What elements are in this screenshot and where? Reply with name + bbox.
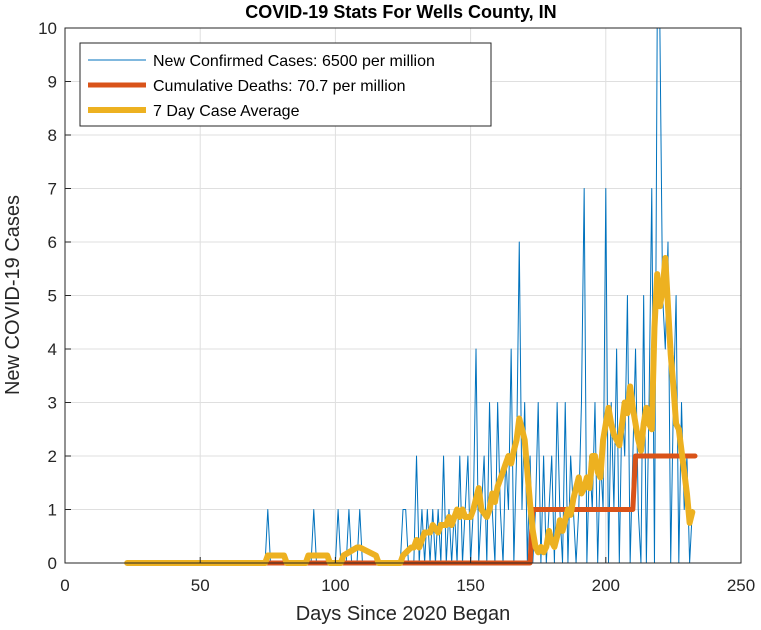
- legend-box: [79, 42, 492, 127]
- x-tick-label: 250: [727, 576, 755, 595]
- seven-day-average-line: [124, 255, 696, 566]
- x-axis-label: Days Since 2020 Began: [296, 603, 511, 625]
- y-axis-label: New COVID-19 Cases: [2, 195, 24, 395]
- y-tick-label: 5: [48, 287, 57, 306]
- legend-entry: Cumulative Deaths: 70.7 per million: [153, 78, 406, 95]
- y-tick-label: 6: [48, 233, 57, 252]
- x-tick-label: 200: [592, 576, 620, 595]
- y-tick-label: 1: [48, 501, 57, 520]
- y-tick-label: 3: [48, 394, 57, 413]
- x-tick-label: 50: [191, 576, 210, 595]
- y-tick-label: 7: [48, 180, 57, 199]
- legend-entry: 7 Day Case Average: [153, 103, 300, 120]
- y-tick-label: 0: [48, 554, 57, 573]
- x-tick-label: 150: [456, 576, 484, 595]
- legend: New Confirmed Cases: 6500 per million Cum…: [79, 42, 492, 127]
- y-tick-label: 8: [48, 126, 57, 145]
- y-tick-label: 10: [38, 19, 57, 38]
- x-axis: 0 50 100 150 200 250: [60, 557, 755, 595]
- x-tick-label: 0: [60, 576, 69, 595]
- chart-title: COVID-19 Stats For Wells County, IN: [245, 2, 556, 22]
- y-tick-label: 4: [48, 340, 57, 359]
- y-tick-label: 2: [48, 447, 57, 466]
- legend-entry: New Confirmed Cases: 6500 per million: [153, 53, 435, 70]
- y-tick-label: 9: [48, 73, 57, 92]
- x-tick-label: 100: [321, 576, 349, 595]
- y-axis: 0 1 2 3 4 5 6 7 8 9 10: [38, 19, 71, 573]
